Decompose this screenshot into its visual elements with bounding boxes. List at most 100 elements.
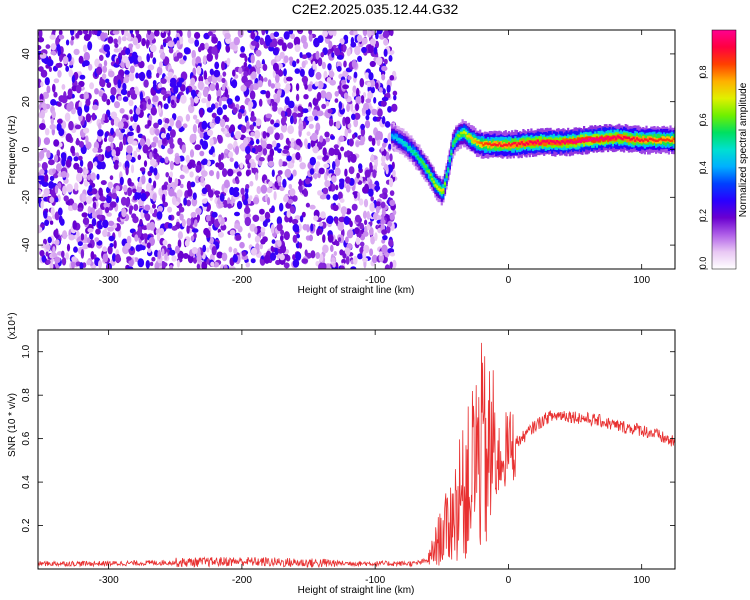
ridge-cell <box>479 141 482 147</box>
noise-speckle <box>272 62 279 72</box>
noise-speckle <box>189 133 196 143</box>
noise-speckle <box>236 171 242 177</box>
noise-speckle <box>169 160 174 171</box>
noise-speckle <box>393 95 397 101</box>
noise-speckle <box>87 174 91 181</box>
noise-speckle <box>290 33 295 40</box>
noise-speckle <box>61 84 66 90</box>
noise-speckle <box>380 146 385 152</box>
noise-speckle <box>246 120 250 130</box>
ridge-cell <box>618 136 621 139</box>
noise-speckle <box>50 43 57 51</box>
noise-speckle <box>110 86 117 96</box>
ridge-cell <box>426 166 429 173</box>
noise-speckle <box>218 97 222 107</box>
noise-speckle <box>212 152 216 158</box>
noise-speckle <box>270 224 275 234</box>
noise-speckle <box>389 177 394 188</box>
noise-speckle <box>164 156 169 164</box>
noise-speckle <box>381 96 389 102</box>
noise-speckle <box>350 153 357 163</box>
noise-speckle <box>107 226 114 232</box>
noise-speckle <box>326 194 331 200</box>
noise-speckle <box>372 116 378 122</box>
ridge-cell <box>592 137 595 144</box>
noise-speckle <box>301 211 306 218</box>
ridge-cell <box>437 187 440 191</box>
noise-speckle <box>389 153 393 162</box>
x-tick-label: -100 <box>365 575 385 586</box>
noise-speckle <box>187 188 193 197</box>
noise-speckle <box>231 79 238 89</box>
noise-speckle <box>392 209 397 216</box>
noise-speckle <box>56 163 62 172</box>
ridge-cell <box>643 138 646 144</box>
noise-speckle <box>249 195 253 200</box>
ridge-cell <box>570 139 573 142</box>
ridge-cell <box>528 140 531 146</box>
noise-speckle <box>126 145 133 154</box>
noise-speckle <box>137 154 142 161</box>
noise-speckle <box>169 264 174 269</box>
noise-speckle <box>109 201 117 208</box>
noise-speckle <box>382 235 388 241</box>
ridge-cell <box>391 134 394 137</box>
noise-speckle <box>292 223 300 233</box>
noise-speckle <box>85 195 93 205</box>
noise-speckle <box>322 147 327 157</box>
noise-speckle <box>278 132 284 141</box>
noise-speckle <box>292 169 297 177</box>
noise-speckle <box>262 131 267 139</box>
noise-speckle <box>186 199 192 207</box>
noise-speckle <box>198 46 202 53</box>
noise-speckle <box>75 84 82 94</box>
ridge-cell <box>586 139 589 143</box>
noise-speckle <box>253 197 260 205</box>
noise-speckle <box>355 95 362 105</box>
noise-speckle <box>144 204 151 211</box>
noise-speckle <box>149 159 157 166</box>
noise-speckle <box>65 159 72 168</box>
noise-speckle <box>381 244 388 254</box>
ridge-cell <box>527 142 530 146</box>
noise-speckle <box>139 138 146 147</box>
noise-speckle <box>51 128 55 136</box>
noise-speckle <box>210 261 215 267</box>
ridge-cell <box>418 157 421 160</box>
noise-speckle <box>221 83 226 92</box>
noise-speckle <box>297 30 302 33</box>
noise-speckle <box>53 78 60 84</box>
noise-speckle <box>94 88 99 95</box>
noise-speckle <box>49 220 54 225</box>
noise-speckle <box>315 122 321 132</box>
noise-speckle <box>65 133 73 143</box>
noise-speckle <box>78 141 85 148</box>
noise-speckle <box>147 120 152 127</box>
noise-speckle <box>50 207 55 216</box>
noise-speckle <box>276 142 281 148</box>
noise-speckle <box>39 250 45 257</box>
noise-speckle <box>362 210 368 219</box>
noise-speckle <box>344 116 351 125</box>
noise-speckle <box>176 52 183 59</box>
noise-speckle <box>104 132 108 139</box>
ridge-cell <box>605 137 608 140</box>
noise-speckle <box>45 244 51 250</box>
noise-speckle <box>339 38 345 45</box>
ridge-cell <box>599 137 602 143</box>
noise-speckle <box>276 175 282 183</box>
noise-speckle <box>38 66 44 72</box>
noise-speckle <box>43 238 47 245</box>
noise-speckle <box>273 122 280 128</box>
noise-speckle <box>128 207 133 215</box>
noise-speckle <box>368 135 373 142</box>
noise-speckle <box>283 55 289 63</box>
noise-speckle <box>286 155 292 162</box>
noise-speckle <box>391 103 398 112</box>
noise-speckle <box>91 112 96 121</box>
noise-speckle <box>72 202 78 211</box>
noise-speckle <box>189 149 195 158</box>
noise-speckle <box>321 103 327 109</box>
noise-speckle <box>367 43 374 54</box>
noise-speckle <box>59 54 63 62</box>
